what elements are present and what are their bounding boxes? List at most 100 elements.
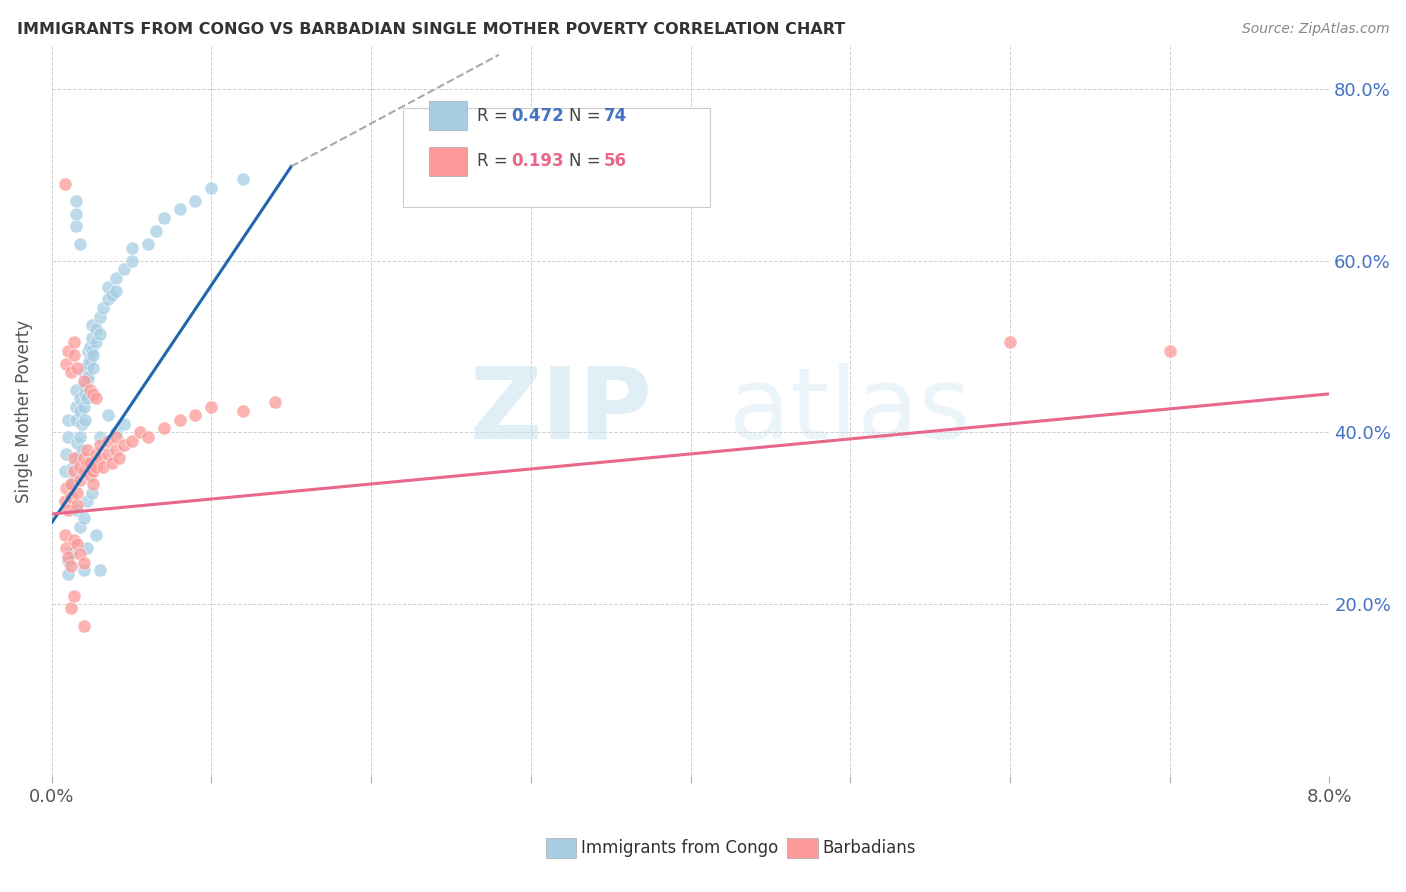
Point	[79, 352, 101, 367]
Point	[56, 549, 79, 564]
Bar	[429, 147, 467, 176]
Point	[145, 224, 167, 238]
Text: N =: N =	[569, 106, 606, 125]
Point	[97, 447, 120, 461]
Point	[59, 477, 82, 491]
Point	[76, 541, 98, 556]
Point	[89, 438, 111, 452]
Point	[121, 241, 143, 255]
Point	[101, 456, 124, 470]
Point	[232, 404, 254, 418]
Point	[66, 485, 89, 500]
Point	[55, 481, 77, 495]
Point	[65, 194, 87, 208]
Point	[55, 357, 77, 371]
Point	[66, 451, 89, 466]
Point	[63, 348, 86, 362]
Point	[1159, 343, 1181, 358]
Text: atlas: atlas	[728, 362, 970, 459]
Point	[59, 477, 82, 491]
Point	[65, 502, 87, 516]
Point	[65, 383, 87, 397]
Point	[66, 361, 89, 376]
Point	[53, 494, 76, 508]
Point	[86, 322, 108, 336]
Point	[66, 435, 89, 450]
Point	[69, 520, 91, 534]
Point	[73, 451, 96, 466]
Point	[56, 567, 79, 582]
Point	[89, 563, 111, 577]
Point	[53, 464, 76, 478]
Point	[79, 340, 101, 354]
Point	[86, 335, 108, 350]
Point	[184, 194, 207, 208]
Point	[63, 589, 86, 603]
Text: Barbadians: Barbadians	[823, 839, 917, 857]
Point	[82, 361, 104, 376]
Point	[79, 456, 101, 470]
Point	[152, 211, 174, 225]
Text: 74: 74	[603, 106, 627, 125]
Point	[69, 459, 91, 474]
Point	[73, 556, 96, 570]
Point	[59, 490, 82, 504]
Point	[66, 537, 89, 551]
Point	[59, 365, 82, 379]
Text: Immigrants from Congo: Immigrants from Congo	[581, 839, 778, 857]
Point	[77, 343, 100, 358]
Point	[104, 271, 127, 285]
Point	[97, 279, 120, 293]
Point	[63, 533, 86, 547]
Point	[76, 374, 98, 388]
Point	[56, 343, 79, 358]
Point	[76, 442, 98, 457]
Point	[62, 459, 84, 474]
Point	[73, 378, 96, 392]
Point	[69, 547, 91, 561]
Point	[89, 430, 111, 444]
Point	[70, 417, 93, 431]
Point	[77, 357, 100, 371]
Point	[91, 459, 114, 474]
Text: 0.472: 0.472	[512, 106, 564, 125]
Point	[136, 236, 159, 251]
Point	[59, 601, 82, 615]
Point	[77, 369, 100, 384]
Point	[86, 447, 108, 461]
Point	[121, 434, 143, 448]
Point	[112, 438, 135, 452]
Point	[136, 430, 159, 444]
Point	[82, 464, 104, 478]
Y-axis label: Single Mother Poverty: Single Mother Poverty	[15, 319, 32, 502]
Point	[80, 485, 103, 500]
Point	[264, 395, 287, 409]
Point	[73, 563, 96, 577]
Point	[59, 546, 82, 560]
Point	[97, 293, 120, 307]
Point	[79, 383, 101, 397]
Point	[112, 262, 135, 277]
Point	[82, 348, 104, 362]
Point	[56, 502, 79, 516]
Point	[184, 409, 207, 423]
Point	[59, 558, 82, 573]
Point	[65, 206, 87, 220]
Point	[89, 451, 111, 466]
Point	[104, 442, 127, 457]
Point	[73, 511, 96, 525]
Point	[56, 412, 79, 426]
Text: IMMIGRANTS FROM CONGO VS BARBADIAN SINGLE MOTHER POVERTY CORRELATION CHART: IMMIGRANTS FROM CONGO VS BARBADIAN SINGL…	[17, 22, 845, 37]
Point	[97, 409, 120, 423]
Point	[108, 451, 131, 466]
Point	[200, 181, 222, 195]
Point	[73, 374, 96, 388]
Point	[63, 464, 86, 478]
Point	[86, 391, 108, 405]
Point	[80, 318, 103, 333]
Text: 0.193: 0.193	[512, 153, 564, 170]
Point	[91, 301, 114, 315]
Point	[73, 464, 96, 478]
Point	[53, 177, 76, 191]
Text: R =: R =	[477, 153, 513, 170]
